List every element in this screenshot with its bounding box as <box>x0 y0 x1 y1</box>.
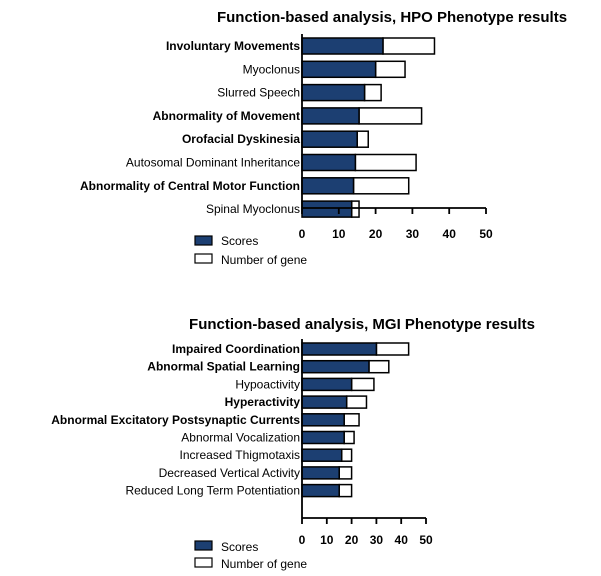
chart-2-category-label: Increased Thigmotaxis <box>179 448 300 462</box>
chart-2-category-label: Hypoactivity <box>235 377 300 391</box>
chart-2-bar-genes <box>343 430 355 445</box>
chart-1-category-label: Slurred Speech <box>217 86 300 100</box>
chart-1-x-tick-label: 50 <box>479 227 493 241</box>
chart-1-x-tick-label: 40 <box>443 227 457 241</box>
chart-1-bar-score <box>301 107 360 125</box>
chart-2-bar-genes <box>338 483 353 498</box>
chart-1-bar-score <box>301 177 355 195</box>
legend-1-scores-label: Scores <box>221 234 258 248</box>
chart-2-bar-score <box>301 430 345 445</box>
chart-2-category-label: Abnormal Vocalization <box>181 431 300 445</box>
chart-1-x-tick-label: 0 <box>299 227 306 241</box>
legend-2-scores-swatch <box>194 540 213 551</box>
chart-2-bar-score <box>301 359 370 374</box>
chart-2-bar-genes <box>338 466 353 480</box>
chart-2-title: Function-based analysis, MGI Phenotype r… <box>189 316 535 333</box>
chart-1-category-label: Autosomal Dominant Inheritance <box>126 156 300 170</box>
chart-2-legend: Scores Number of gene <box>194 540 307 571</box>
legend-1-scores-swatch <box>194 235 213 246</box>
chart-1-bar-genes <box>363 83 382 102</box>
chart-2-bar-score <box>301 377 353 392</box>
chart-2-x-tick-label: 50 <box>419 533 433 547</box>
chart-1-x-tick-label: 10 <box>332 227 346 241</box>
chart-1-bar-score <box>301 37 384 55</box>
chart-1-category-label: Abnormality of Central Motor Function <box>80 179 300 193</box>
chart-1-bar-score <box>301 153 357 172</box>
chart-2-x-tick-label: 30 <box>370 533 384 547</box>
chart-2-bar-genes <box>375 342 410 356</box>
chart-1-bar-score <box>301 60 377 79</box>
legend-2-genes-label: Number of gene <box>221 557 307 571</box>
chart-2-plot: Impaired Coordination Abnormal Spatial Le… <box>51 339 433 547</box>
chart-1-category-label: Myoclonus <box>243 62 300 76</box>
chart-1-bar-genes <box>356 130 369 148</box>
chart-1-bar-score <box>301 83 366 102</box>
chart-2-x-tick-label: 0 <box>299 533 306 547</box>
chart-1-bar-score <box>301 200 353 218</box>
chart-2-category-label: Decreased Vertical Activity <box>159 466 300 480</box>
legend-2-scores-label: Scores <box>221 540 258 554</box>
legend-2-genes-swatch <box>194 557 213 568</box>
chart-2-category-label: Abnormal Spatial Learning <box>147 360 300 374</box>
chart-1-category-label: Spinal Myoclonus <box>206 202 300 216</box>
chart-1-bar-genes <box>358 107 423 125</box>
chart-2-category-label: Reduced Long Term Potentiation <box>125 484 300 498</box>
chart-1-title: Function-based analysis, HPO Phenotype r… <box>217 9 567 26</box>
chart-2-x-tick-label: 40 <box>395 533 409 547</box>
chart-2-bar-score <box>301 395 348 409</box>
chart-2-bar-genes <box>345 395 368 409</box>
chart-1-bar-genes <box>382 37 436 55</box>
chart-1-x-tick-label: 30 <box>406 227 420 241</box>
chart-2-bar-score <box>301 483 340 498</box>
chart-1-category-label: Abnormality of Movement <box>153 109 300 123</box>
chart-1-x-tick-label: 20 <box>369 227 383 241</box>
legend-1-genes-swatch <box>194 253 213 264</box>
chart-1-legend: Scores Number of gene <box>194 234 307 267</box>
chart-1-bar-score <box>301 130 358 148</box>
chart-2-bar-genes <box>350 377 375 392</box>
chart-1-category-label: Orofacial Dyskinesia <box>182 132 300 146</box>
chart-2-bar-score <box>301 342 378 356</box>
chart-1-plot: Involuntary Movements Myoclonus Slurred Sp… <box>80 34 493 241</box>
chart-2-x-tick-label: 10 <box>320 533 334 547</box>
chart-2-bar-genes <box>368 359 390 374</box>
chart-2-category-label: Impaired Coordination <box>172 342 300 356</box>
legend-1-genes-label: Number of gene <box>221 253 307 267</box>
chart-2-x-tick-label: 20 <box>345 533 359 547</box>
chart-1-bar-genes <box>354 153 417 172</box>
chart-2-category-label: Abnormal Excitatory Postsynaptic Current… <box>51 413 300 427</box>
chart-1-bar-genes <box>352 177 410 195</box>
chart-2-category-label: Hyperactivity <box>225 395 301 409</box>
chart-2-bar-score <box>301 448 343 462</box>
chart-1-category-label: Involuntary Movements <box>166 39 300 53</box>
chart-1-bar-genes <box>350 200 360 218</box>
chart-2-bar-genes <box>340 448 353 462</box>
chart-2-bar-score <box>301 466 340 480</box>
chart-1-bar-genes <box>374 60 406 79</box>
chart-2-bar-genes <box>343 413 360 427</box>
chart-2-bar-score <box>301 413 345 427</box>
